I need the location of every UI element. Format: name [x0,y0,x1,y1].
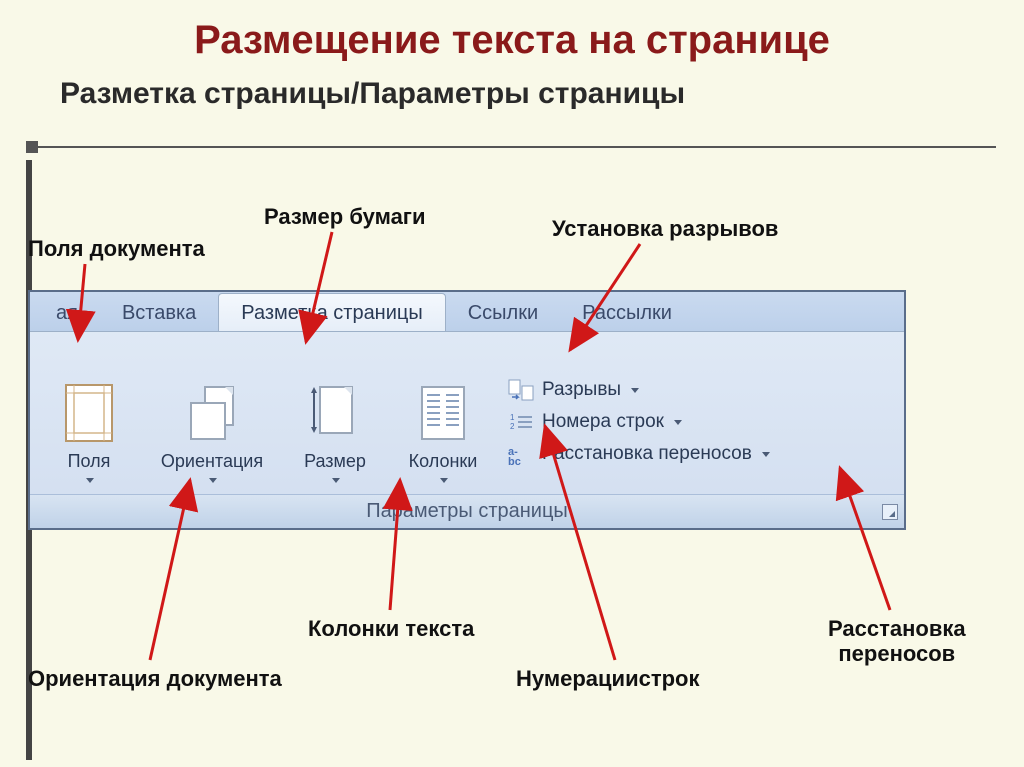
tab-insert[interactable]: Вставка [100,294,218,331]
orientation-label: Ориентация [161,451,263,472]
side-options-column: Разрывы 1 2 Номера строк [502,365,894,467]
margins-icon [62,381,116,445]
ribbon-group-body: Поля Ориентация [30,332,904,494]
dropdown-arrow-icon [440,478,448,483]
columns-icon [416,381,470,445]
columns-button[interactable]: Колонки [394,341,492,491]
callout-hyphen: Расстановкапереносов [828,616,966,667]
hyphenation-label: Расстановка переносов [542,443,752,465]
breaks-button[interactable]: Разрывы [502,377,894,403]
dropdown-arrow-icon [209,478,217,483]
size-label: Размер [304,451,366,472]
tab-page-layout[interactable]: Разметка страницы [218,293,445,331]
size-icon [308,381,362,445]
dropdown-arrow-icon [674,420,682,425]
horizontal-rule [26,146,996,148]
callout-margins: Поля документа [28,236,205,261]
hyphenation-icon: a- bc [508,443,534,465]
group-label-text: Параметры страницы [366,500,568,522]
line-numbers-button[interactable]: 1 2 Номера строк [502,409,894,435]
svg-text:2: 2 [510,422,515,431]
dropdown-arrow-icon [762,452,770,457]
margins-button[interactable]: Поля [40,341,138,491]
slide-title: Размещение текста на странице [0,0,1024,63]
breaks-icon [508,379,534,401]
svg-text:bc: bc [508,456,521,465]
callout-papersize: Размер бумаги [264,204,426,229]
breaks-label: Разрывы [542,379,621,401]
callout-linenum: Нумерациистрок [516,666,700,691]
ribbon-tabs: ая Вставка Разметка страницы Ссылки Расс… [30,292,904,332]
orientation-icon [185,381,239,445]
ribbon-container: ая Вставка Разметка страницы Ссылки Расс… [28,290,906,530]
dropdown-arrow-icon [86,478,94,483]
slide-subtitle: Разметка страницы/Параметры страницы [0,63,1024,119]
dialog-launcher-button[interactable] [882,504,898,520]
size-button[interactable]: Размер [286,341,384,491]
group-label-page-setup: Параметры страницы [30,494,904,528]
line-numbers-icon: 1 2 [508,411,534,433]
line-numbers-label: Номера строк [542,411,664,433]
callout-orientation: Ориентация документа [28,666,282,691]
dropdown-arrow-icon [332,478,340,483]
tab-home[interactable]: ая [34,294,100,331]
orientation-button[interactable]: Ориентация [148,341,276,491]
tab-mailings[interactable]: Рассылки [560,294,694,331]
svg-text:1: 1 [510,413,515,422]
dropdown-arrow-icon [631,388,639,393]
callout-hyphen-l1: Расстановкапереносов [828,616,966,667]
hyphenation-button[interactable]: a- bc Расстановка переносов [502,441,894,467]
columns-label: Колонки [409,451,478,472]
callout-columns: Колонки текста [308,616,474,641]
callout-breaks: Установка разрывов [552,216,778,241]
tab-references[interactable]: Ссылки [446,294,560,331]
margins-label: Поля [68,451,111,472]
